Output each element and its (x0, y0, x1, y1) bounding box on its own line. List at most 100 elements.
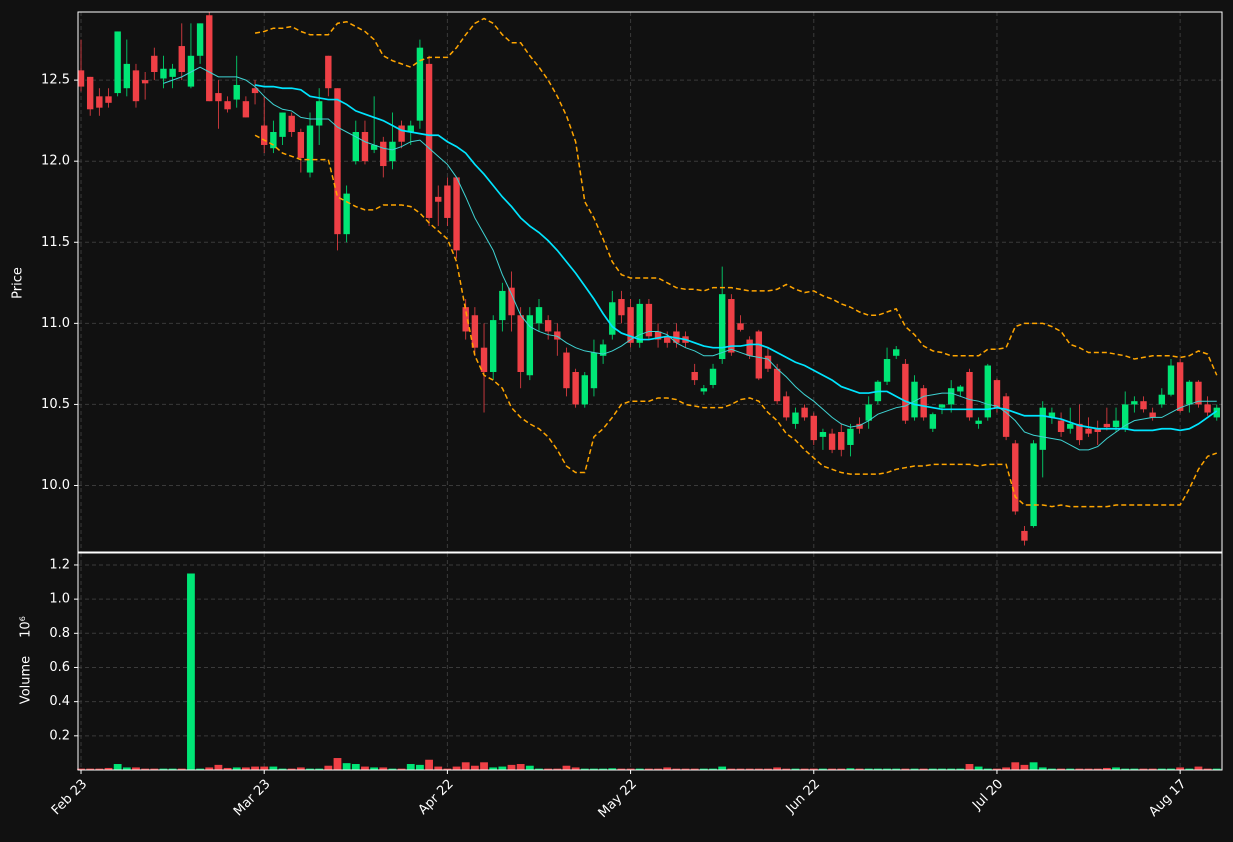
volume-bar (846, 768, 855, 770)
candle-body (224, 101, 231, 110)
volume-bar (1139, 768, 1148, 770)
candle-body (1048, 412, 1056, 418)
volume-bar (1194, 766, 1203, 770)
candle-body (1149, 412, 1156, 418)
candle-body (206, 15, 213, 102)
volume-bar (553, 768, 562, 770)
candle-body (966, 372, 973, 418)
candle-body (1103, 423, 1111, 428)
candle-body (544, 320, 552, 332)
volume-bar (672, 768, 681, 770)
candle-body (572, 372, 579, 405)
volume-bar (159, 768, 168, 770)
volume-bar (800, 768, 809, 770)
volume-bar (855, 768, 864, 770)
volume-bar (324, 765, 333, 770)
volume-bar (1020, 764, 1029, 770)
volume-bar (1121, 768, 1130, 770)
volume-bar (498, 766, 507, 770)
volume-bar (1130, 768, 1139, 770)
candle-body (1186, 381, 1193, 405)
volume-bar (443, 768, 452, 770)
volume-bar (1212, 768, 1221, 770)
candle-body (288, 115, 295, 132)
candle-body (361, 132, 369, 162)
candle-body (389, 141, 396, 162)
overlay-line (254, 84, 1218, 432)
volume-bar (938, 768, 946, 770)
candle-body (609, 302, 616, 335)
volume-bar (699, 768, 708, 770)
candle-body (1112, 420, 1120, 428)
volume-bar (828, 768, 836, 770)
volume-bar (974, 766, 983, 770)
candle-body (325, 55, 332, 89)
volume-bar (416, 764, 424, 770)
candle-body (169, 68, 176, 77)
y-tick-label: 0.4 (49, 694, 70, 709)
candle-body (297, 132, 305, 158)
candle-body (1176, 362, 1184, 411)
volume-bar (1066, 768, 1075, 770)
candle-body (380, 141, 387, 167)
candle-body (462, 307, 469, 332)
volume-bar (77, 768, 85, 770)
volume-bar (187, 573, 195, 770)
candle-body (783, 396, 790, 418)
volume-bar (590, 768, 598, 770)
candle-body (838, 432, 845, 450)
candle-body (1121, 404, 1129, 429)
volume-bar (1048, 768, 1056, 770)
volume-bar (1057, 768, 1065, 770)
candle-body (764, 355, 772, 369)
candle-body (810, 415, 817, 441)
candle-body (691, 372, 698, 381)
volume-bar (1167, 768, 1175, 770)
candle-body (792, 412, 799, 424)
volume-bar (919, 768, 928, 770)
volume-bar (562, 765, 571, 770)
volume-bar (507, 764, 516, 770)
candle-body (1094, 428, 1101, 432)
candle-body (1057, 420, 1065, 432)
candle-body (471, 315, 479, 348)
candle-body (627, 307, 634, 343)
volume-bar (892, 768, 901, 770)
volume-bar (947, 768, 956, 770)
candle-body (581, 375, 588, 405)
candle-body (416, 47, 424, 121)
volume-bar (663, 767, 672, 770)
candle-body (242, 101, 250, 118)
volume-bar (736, 768, 745, 770)
y-tick-label: 1.0 (49, 592, 70, 607)
volume-offset-text: 10⁶ (19, 616, 34, 638)
volume-bar (599, 768, 608, 770)
volume-bar (287, 768, 296, 770)
overlay-line (163, 66, 1217, 451)
volume-bar (251, 766, 259, 770)
volume-bar (819, 768, 827, 770)
plot-frame (77, 552, 1223, 771)
volume-bar (709, 768, 717, 770)
candle-body (1039, 407, 1046, 450)
candle-body (984, 365, 991, 418)
volume-bar (690, 768, 699, 770)
candle-body (270, 132, 277, 149)
volume-bar (571, 767, 580, 770)
candle-body (893, 349, 900, 356)
volume-bar (104, 767, 113, 770)
volume-bar (1157, 768, 1166, 770)
candle-body (187, 55, 195, 87)
volume-bar (333, 758, 342, 770)
candle-body (535, 307, 543, 324)
volume-bar (617, 768, 626, 770)
candle-body (398, 125, 405, 142)
volume-bar (205, 767, 214, 770)
volume-bar (141, 768, 150, 770)
volume-bar (1038, 767, 1047, 770)
y-tick-label: 1.2 (49, 557, 70, 572)
candle-body (1076, 423, 1083, 441)
volume-bar (754, 768, 763, 770)
volume-bar (461, 762, 470, 770)
candle-body (215, 93, 222, 102)
